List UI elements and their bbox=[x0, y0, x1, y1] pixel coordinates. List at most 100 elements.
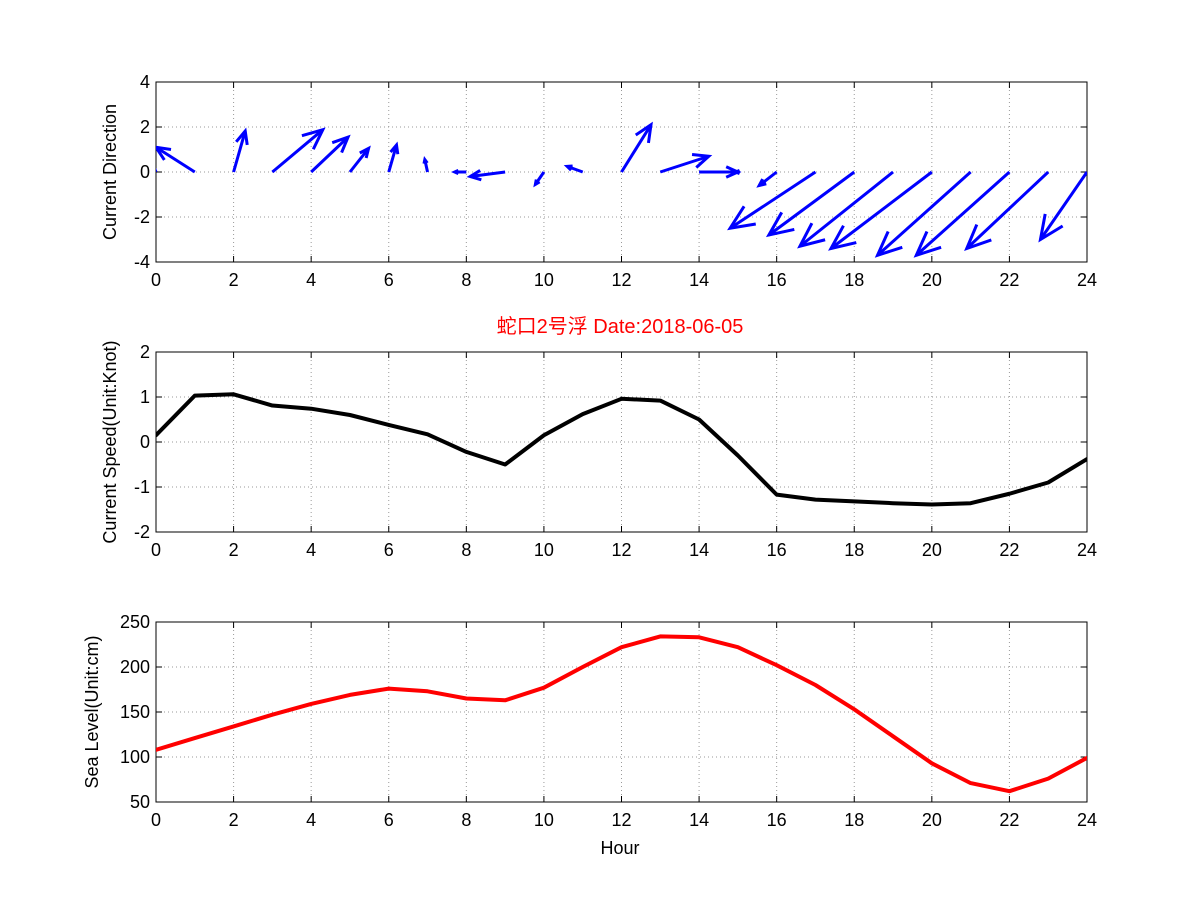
speed-x-tick-label: 14 bbox=[689, 540, 709, 560]
direction-arrow-shaft bbox=[387, 144, 398, 173]
direction-arrow bbox=[451, 168, 467, 176]
direction-y-axis-label: Current Direction bbox=[100, 104, 120, 240]
direction-x-tick-label: 18 bbox=[844, 270, 864, 290]
direction-arrow-head bbox=[732, 168, 741, 176]
sea-level-x-tick-label: 2 bbox=[229, 810, 239, 830]
direction-arrow bbox=[271, 127, 326, 174]
sea-level-data-point bbox=[310, 703, 312, 705]
direction-arrow bbox=[765, 170, 856, 238]
direction-arrow bbox=[964, 170, 1050, 252]
direction-arrow-head bbox=[331, 134, 351, 154]
speed-x-tick-label: 24 bbox=[1077, 540, 1097, 560]
direction-arrow-head bbox=[451, 168, 459, 176]
speed-y-tick-label: 2 bbox=[140, 342, 150, 362]
direction-x-tick-label: 12 bbox=[611, 270, 631, 290]
speed-x-tick-label: 6 bbox=[384, 540, 394, 560]
speed-data-point bbox=[853, 500, 856, 503]
sea-level-data-point bbox=[620, 646, 623, 648]
direction-x-tick-label: 16 bbox=[767, 270, 787, 290]
speed-chart-title: 蛇口2号浮 Date:2018-06-05 bbox=[497, 315, 744, 338]
direction-arrow-shaft bbox=[1039, 171, 1087, 241]
sea-level-y-tick-label: 150 bbox=[120, 702, 150, 722]
direction-arrow-head bbox=[533, 179, 541, 188]
speed-x-tick-label: 4 bbox=[306, 540, 316, 560]
direction-x-tick-label: 2 bbox=[229, 270, 239, 290]
speed-x-tick-label: 10 bbox=[534, 540, 554, 560]
direction-arrow bbox=[1038, 171, 1087, 243]
direction-x-tick-label: 0 bbox=[151, 270, 161, 290]
sea-level-data-point bbox=[581, 666, 584, 668]
direction-arrow bbox=[732, 168, 741, 176]
speed-data-point bbox=[193, 394, 196, 397]
direction-arrow bbox=[874, 170, 972, 258]
direction-arrow bbox=[156, 145, 196, 174]
direction-y-tick-label: 4 bbox=[140, 72, 150, 92]
direction-arrow-shaft bbox=[271, 128, 324, 174]
direction-arrow bbox=[533, 171, 546, 188]
direction-arrow bbox=[756, 170, 778, 188]
direction-arrow bbox=[422, 156, 430, 173]
sea-level-y-tick-label: 50 bbox=[130, 792, 150, 812]
speed-data-point bbox=[892, 502, 894, 505]
sea-level-x-tick-label: 20 bbox=[922, 810, 942, 830]
sea-level-x-tick-label: 12 bbox=[611, 810, 631, 830]
direction-arrow-shaft bbox=[348, 147, 370, 173]
speed-data-point bbox=[504, 463, 506, 466]
speed-data-point bbox=[1086, 458, 1087, 460]
direction-arrow-shaft bbox=[768, 170, 856, 237]
sea-level-data-point bbox=[426, 690, 429, 693]
sea-level-data-point bbox=[775, 664, 778, 666]
direction-arrow bbox=[659, 152, 713, 174]
direction-arrow bbox=[387, 141, 400, 173]
direction-arrow bbox=[156, 163, 158, 172]
speed-y-tick-label: -1 bbox=[134, 477, 150, 497]
direction-x-tick-label: 4 bbox=[306, 270, 316, 290]
sea-level-data-point bbox=[1008, 790, 1011, 792]
speed-data-point bbox=[310, 407, 312, 410]
sea-level-x-tick-label: 8 bbox=[461, 810, 471, 830]
sea-level-data-point bbox=[931, 762, 933, 765]
speed-y-tick-label: 1 bbox=[140, 387, 150, 407]
direction-arrow bbox=[620, 121, 653, 173]
direction-arrow-shaft bbox=[470, 170, 506, 178]
x-axis-label: Hour bbox=[600, 838, 639, 858]
direction-arrow-head bbox=[422, 156, 429, 165]
sea-level-x-tick-label: 10 bbox=[534, 810, 554, 830]
speed-data-point bbox=[814, 498, 817, 501]
speed-data-layer bbox=[156, 392, 1087, 507]
direction-arrow-shaft bbox=[799, 170, 894, 248]
speed-data-point bbox=[465, 451, 468, 453]
direction-y-tick-label: 2 bbox=[140, 117, 150, 137]
sea-level-data-point bbox=[969, 782, 972, 784]
direction-arrow-head bbox=[691, 152, 713, 169]
sea-level-data-point bbox=[543, 686, 545, 689]
sea-level-data-point bbox=[156, 749, 157, 751]
sea-level-y-tick-label: 200 bbox=[120, 657, 150, 677]
direction-arrow-head bbox=[828, 224, 857, 251]
speed-data-point bbox=[775, 493, 778, 496]
speed-y-axis-label: Current Speed(Unit:Knot) bbox=[100, 340, 120, 543]
direction-x-tick-label: 6 bbox=[384, 270, 394, 290]
direction-arrow-shaft bbox=[620, 123, 653, 173]
speed-data-point bbox=[232, 393, 235, 396]
speed-x-tick-label: 8 bbox=[461, 540, 471, 560]
direction-arrow-head bbox=[156, 145, 172, 161]
sea-level-data-point bbox=[232, 725, 235, 728]
direction-x-tick-label: 22 bbox=[999, 270, 1019, 290]
sea-level-data-point bbox=[853, 708, 856, 711]
sea-level-y-tick-label: 100 bbox=[120, 747, 150, 767]
speed-data-point bbox=[349, 414, 351, 416]
sea-level-data-point bbox=[465, 697, 468, 700]
direction-arrow-shaft bbox=[729, 170, 817, 230]
sea-level-data-point bbox=[349, 694, 351, 696]
sea-level-data-point bbox=[504, 699, 506, 702]
sea-level-x-tick-label: 6 bbox=[384, 810, 394, 830]
sea-level-data-point bbox=[193, 737, 196, 739]
speed-data-point bbox=[387, 424, 390, 426]
direction-arrow-head bbox=[466, 169, 482, 182]
direction-arrow-head bbox=[634, 121, 653, 144]
sea-level-data-point bbox=[698, 636, 700, 639]
direction-arrow-head bbox=[359, 145, 371, 159]
